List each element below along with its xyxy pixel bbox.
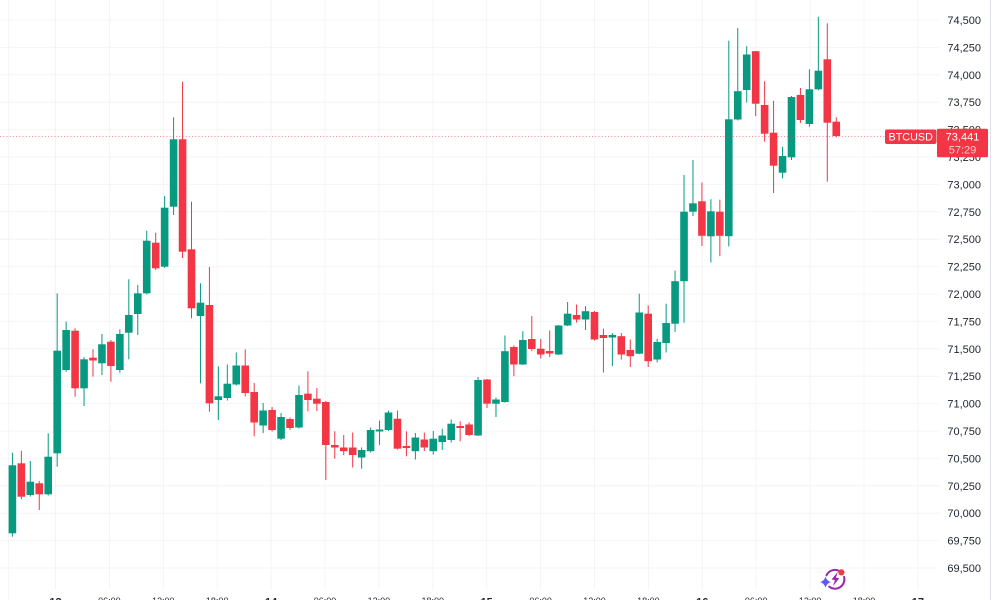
svg-text:70,000: 70,000 <box>947 508 981 520</box>
svg-text:73,441: 73,441 <box>946 132 980 144</box>
svg-text:72,750: 72,750 <box>947 207 981 219</box>
svg-text:BTCUSD: BTCUSD <box>889 132 934 144</box>
svg-text:15: 15 <box>481 596 493 600</box>
svg-text:13: 13 <box>49 596 61 600</box>
svg-text:12:00: 12:00 <box>368 596 391 600</box>
svg-text:70,750: 70,750 <box>947 426 981 438</box>
svg-text:14: 14 <box>265 596 278 600</box>
svg-text:71,250: 71,250 <box>947 371 981 383</box>
svg-text:74,250: 74,250 <box>947 42 981 54</box>
svg-text:74,000: 74,000 <box>947 70 981 82</box>
svg-text:12:00: 12:00 <box>152 596 175 600</box>
svg-text:71,000: 71,000 <box>947 399 981 411</box>
svg-text:73,750: 73,750 <box>947 97 981 109</box>
svg-text:69,750: 69,750 <box>947 536 981 548</box>
svg-text:06:00: 06:00 <box>98 596 121 600</box>
svg-text:72,250: 72,250 <box>947 262 981 274</box>
svg-text:12:00: 12:00 <box>583 596 606 600</box>
svg-text:71,750: 71,750 <box>947 316 981 328</box>
svg-text:18:00: 18:00 <box>637 596 660 600</box>
svg-text:70,250: 70,250 <box>947 481 981 493</box>
svg-text:71,500: 71,500 <box>947 344 981 356</box>
svg-text:18:00: 18:00 <box>853 596 876 600</box>
svg-text:06:00: 06:00 <box>529 596 552 600</box>
svg-text:18:00: 18:00 <box>206 596 229 600</box>
svg-text:74,500: 74,500 <box>947 15 981 27</box>
svg-text:16: 16 <box>696 596 708 600</box>
svg-text:17: 17 <box>912 596 924 600</box>
svg-text:72,000: 72,000 <box>947 289 981 301</box>
svg-text:57:29: 57:29 <box>949 145 977 157</box>
svg-text:72,500: 72,500 <box>947 234 981 246</box>
svg-text:18:00: 18:00 <box>422 596 445 600</box>
svg-text:06:00: 06:00 <box>745 596 768 600</box>
svg-text:73,000: 73,000 <box>947 179 981 191</box>
svg-text:70,500: 70,500 <box>947 453 981 465</box>
svg-text:69,500: 69,500 <box>947 563 981 575</box>
svg-text:06:00: 06:00 <box>314 596 337 600</box>
svg-text:12:00: 12:00 <box>799 596 822 600</box>
